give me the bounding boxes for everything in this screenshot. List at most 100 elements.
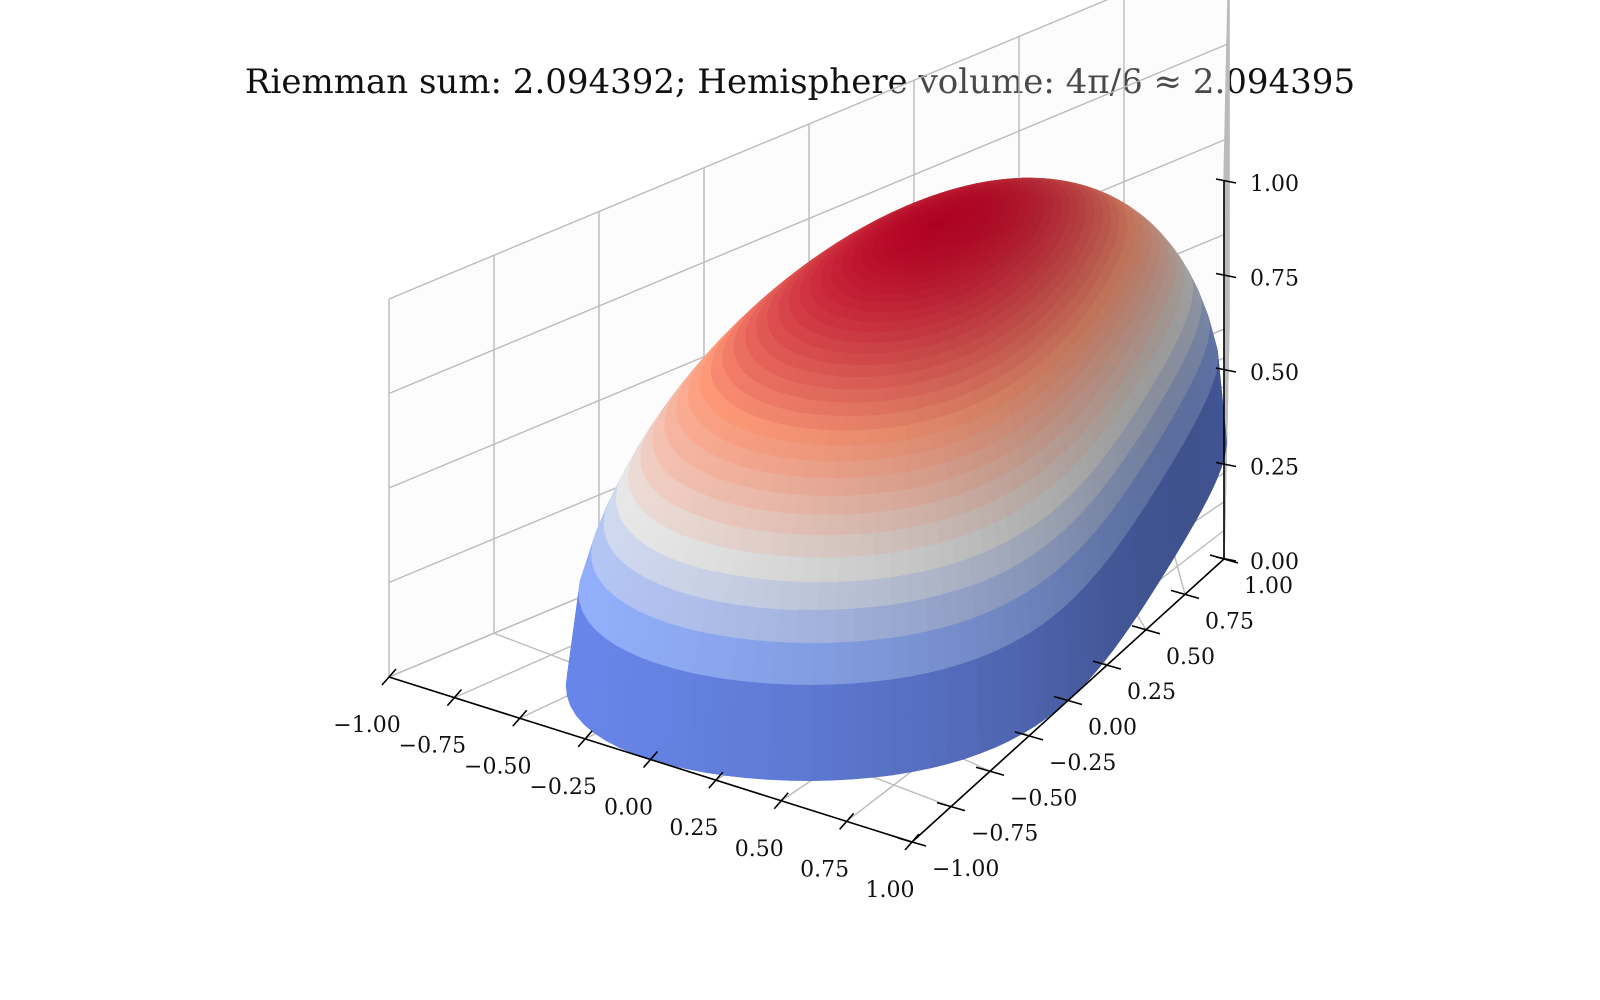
surface-patch: [868, 414, 883, 431]
surface-patch: [919, 483, 936, 506]
surface-patch: [795, 609, 818, 644]
surface-patch: [839, 534, 859, 558]
grid-line-z-left: [388, 42, 1230, 395]
surface-patch: [888, 351, 901, 365]
surface-patch: [941, 590, 960, 628]
surface-patch: [831, 682, 854, 781]
x-tick-label: −0.75: [399, 734, 466, 759]
surface-patch: [1026, 199, 1037, 204]
surface-patch: [892, 425, 907, 443]
surface-patch: [927, 668, 948, 769]
y-tick-label: 1.00: [1244, 574, 1293, 599]
grid-line-z-back: [1223, 0, 1229, 182]
surface-patch: [872, 387, 886, 403]
x-tick: [642, 750, 659, 769]
y-tick: [936, 801, 966, 812]
surface-patch: [961, 657, 980, 760]
surface-patch: [771, 641, 797, 685]
surface-patch: [908, 598, 928, 635]
surface-patch: [850, 444, 867, 462]
surface-patch: [906, 370, 919, 386]
surface-patch: [991, 213, 1002, 217]
z-tick-label: 0.25: [1250, 456, 1299, 481]
surface-patch: [920, 501, 938, 526]
surface-patch: [890, 574, 909, 606]
surface-patch: [890, 508, 908, 532]
surface-patch: [834, 608, 856, 643]
surface-patch: [855, 554, 875, 582]
surface-patch: [890, 601, 910, 638]
surface-patch: [843, 494, 862, 516]
surface-patch: [872, 577, 892, 608]
z-tick-label: 0.00: [1250, 550, 1299, 575]
surface-patch: [837, 556, 858, 583]
surface-patch: [901, 328, 912, 342]
surface-patch: [789, 684, 814, 782]
surface-patch: [852, 429, 869, 446]
surface-patch: [876, 474, 893, 495]
surface-patch: [905, 505, 923, 529]
surface-patch: [811, 495, 832, 516]
surface-patch: [956, 585, 975, 623]
surface-patch: [858, 512, 876, 535]
y-tick: [1053, 695, 1083, 706]
y-tick-label: 0.25: [1127, 680, 1176, 705]
x-tick-label: 0.50: [735, 837, 784, 862]
z-tick-label: 0.50: [1250, 361, 1299, 386]
surface-patch: [896, 372, 909, 388]
surface-patch: [890, 528, 908, 554]
surface-patch: [841, 513, 861, 536]
z-tick: [1215, 461, 1237, 468]
axis-layer: −1.00−0.75−0.50−0.250.000.250.500.751.00…: [333, 172, 1299, 903]
surface-patch: [874, 510, 892, 534]
surface-patch: [891, 675, 912, 776]
surface-patch: [819, 557, 841, 583]
surface-patch: [814, 609, 837, 644]
z-tick: [1215, 272, 1237, 279]
surface-patch: [852, 681, 874, 780]
surface-patch: [905, 408, 919, 426]
surface-patch: [801, 557, 823, 583]
surface-patch: [859, 493, 877, 515]
surface-patch: [853, 606, 874, 642]
surface-patch: [905, 452, 920, 473]
surface-patch: [944, 663, 965, 765]
surface-patch: [1000, 210, 1011, 214]
surface-patch: [891, 455, 907, 475]
surface-patch: [882, 399, 896, 416]
surface-patch: [958, 616, 978, 665]
grid-line-z-back: [1223, 43, 1230, 276]
x-tick-label: 0.00: [604, 796, 653, 821]
surface-patch: [877, 457, 893, 477]
surface-patch: [905, 486, 922, 509]
surface-patch: [907, 359, 919, 374]
x-tick-label: −0.50: [464, 754, 531, 779]
surface-layer: [565, 177, 1227, 782]
surface-patch: [817, 581, 839, 611]
surface-patch: [866, 428, 882, 446]
surface-patch: [926, 626, 946, 673]
surface-patch: [822, 534, 843, 559]
surface-patch: [833, 641, 855, 685]
x-tick: [512, 709, 528, 727]
surface-patch: [792, 642, 816, 685]
surface-patch: [954, 558, 973, 591]
y-tick-label: −0.25: [1049, 751, 1116, 776]
surface-patch: [827, 495, 847, 516]
x-tick: [446, 689, 462, 707]
x-tick-label: −1.00: [333, 713, 400, 738]
z-tick-label: 0.75: [1250, 267, 1299, 292]
y-tick: [1170, 589, 1200, 600]
grid-line-z-left: [388, 0, 1109, 300]
y-tick-label: −1.00: [932, 857, 999, 882]
surface-patch: [906, 525, 924, 551]
surface-patch: [845, 477, 864, 497]
surface-patch: [937, 539, 956, 569]
surface-patch: [854, 579, 875, 610]
surface-patch: [856, 532, 876, 558]
surface-patch: [891, 471, 907, 493]
surface-patch: [804, 534, 826, 559]
surface-patch: [905, 437, 920, 457]
z-tick: [1215, 556, 1237, 562]
